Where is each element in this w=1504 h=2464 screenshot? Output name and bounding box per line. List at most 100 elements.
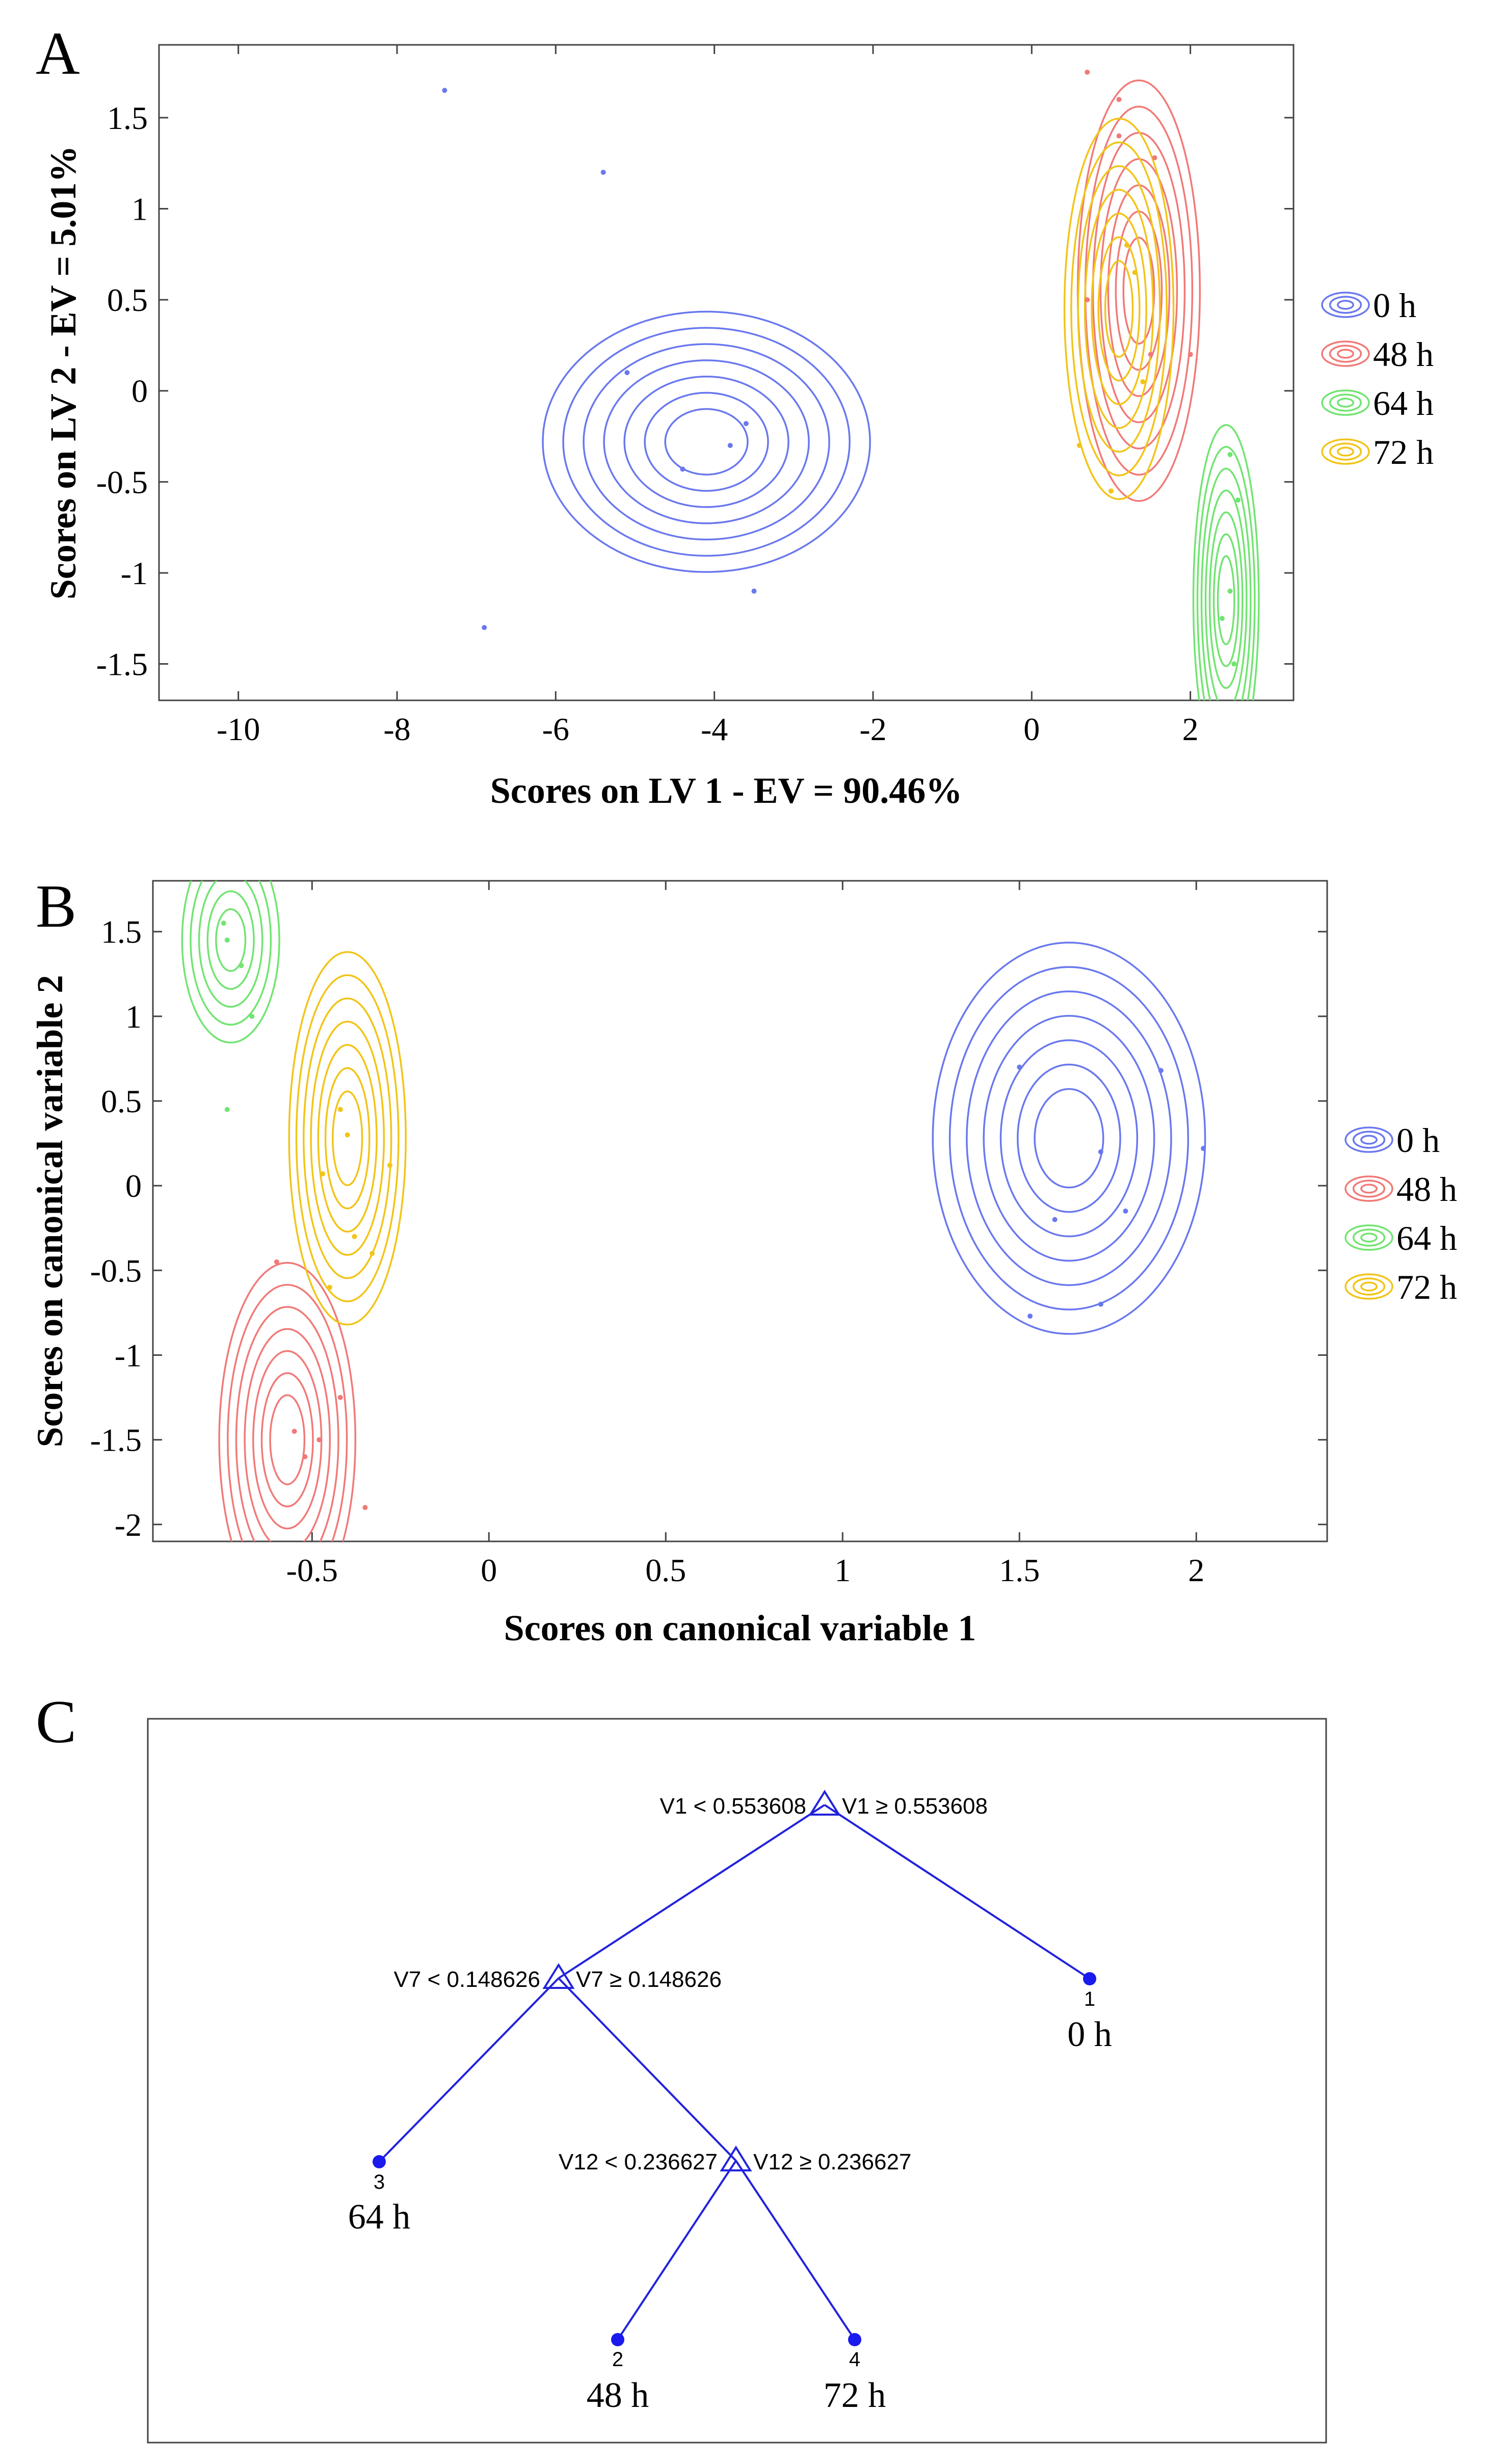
point-48h-3 <box>362 1505 368 1510</box>
leaf-dot <box>848 2333 861 2346</box>
leaf-l2-index: 2 <box>612 2348 623 2371</box>
point-48h-1 <box>1116 97 1122 102</box>
contour-72h-level-6 <box>1070 141 1168 477</box>
contour-64h-level-7 <box>1192 424 1260 700</box>
point-72h-0 <box>337 1107 343 1112</box>
point-0h-3 <box>727 442 733 448</box>
edge-n1-n2 <box>558 1804 826 1979</box>
leaf-l3-class: 64 h <box>348 2197 411 2237</box>
contour-72h-level-5 <box>302 997 392 1279</box>
point-48h-5 <box>274 1259 279 1265</box>
point-0h-1 <box>1098 1149 1103 1155</box>
point-72h-3 <box>387 1163 392 1168</box>
contour-72h-level-3 <box>1091 213 1147 405</box>
contour-0h-level-3 <box>623 375 789 508</box>
leaf-dot <box>611 2333 624 2346</box>
contour-64h-level-6 <box>1196 445 1256 700</box>
edge-n3-l4 <box>735 2160 856 2341</box>
legend-entry-64h: 64 h <box>1344 1219 1457 1257</box>
point-72h-4 <box>370 1251 375 1256</box>
x-tick-label: -4 <box>701 711 728 747</box>
point-0h-3 <box>1123 1209 1128 1214</box>
tree-node-n2: V7 < 0.148626 V7 ≥ 0.148626 <box>394 1963 722 1992</box>
panel-a-contours <box>542 79 1260 700</box>
node-n3-left-rule: V12 < 0.236627 <box>559 2150 718 2174</box>
contour-72h-level-6 <box>295 974 400 1302</box>
contour-48h-level-6 <box>227 1283 348 1541</box>
point-0h-7 <box>442 88 447 93</box>
node-n1-right-rule: V1 ≥ 0.553608 <box>842 1794 988 1819</box>
point-48h-2 <box>337 1395 343 1400</box>
edge-n2-n3 <box>558 1977 737 2162</box>
node-n1-left-rule: V1 < 0.553608 <box>660 1794 806 1819</box>
contour-64h-level-5 <box>181 881 280 1044</box>
point-0h-5 <box>1027 1314 1033 1319</box>
point-72h-0 <box>1124 242 1130 248</box>
panel-a: A -10 -8 -6 -4 -2 0 2 -1.5 -1 -0.5 0 0.5 1 1.5 Score… <box>36 19 1434 811</box>
tree-leaf-l2: 2 48 h <box>587 2333 649 2415</box>
split-node-triangle <box>720 2145 752 2171</box>
leaf-dot <box>373 2155 386 2168</box>
leaf-l3-index: 3 <box>374 2171 385 2193</box>
contour-72h-level-7 <box>1063 117 1175 501</box>
contour-72h-level-7 <box>288 951 407 1326</box>
node-n3-right-rule: V12 ≥ 0.236627 <box>753 2150 911 2174</box>
x-tick-label: 1.5 <box>999 1552 1040 1588</box>
contour-0h-level-7 <box>542 310 871 573</box>
legend-label: 0 h <box>1396 1121 1440 1160</box>
split-node-triangle <box>542 1963 575 1989</box>
point-48h-3 <box>1152 155 1157 161</box>
tree-node-n3: V12 < 0.236627 V12 ≥ 0.236627 <box>559 2145 911 2174</box>
leaf-l2-class: 48 h <box>587 2376 649 2415</box>
panel-b-x-ticks: -0.5 0 0.5 1 1.5 2 <box>286 881 1204 1588</box>
tree-node-n1: V1 < 0.553608 V1 ≥ 0.553608 <box>660 1790 988 1819</box>
node-n2-right-rule: V7 ≥ 0.148626 <box>576 1967 722 1992</box>
x-tick-label: -10 <box>217 711 260 747</box>
point-72h-4 <box>1140 379 1146 384</box>
point-0h-6 <box>1158 1068 1164 1073</box>
y-tick-label: -1 <box>121 555 148 591</box>
edge-n2-l3 <box>378 1977 560 2163</box>
panel-c: C V1 < 0.553608 V1 ≥ 0.553608 V7 < 0.148… <box>36 1688 1327 2444</box>
contour-64h-level-3 <box>198 881 263 1008</box>
contour-64h-level-3 <box>1208 511 1244 689</box>
legend-entry-48h: 48 h <box>1344 1170 1457 1209</box>
point-48h-4 <box>316 1437 322 1443</box>
point-64h-1 <box>1235 497 1241 503</box>
leaf-l4-class: 72 h <box>824 2376 886 2415</box>
tree-leaf-l4: 4 72 h <box>824 2333 886 2415</box>
point-72h-2 <box>1076 442 1082 448</box>
point-0h-2 <box>1052 1217 1058 1222</box>
contour-0h-level-7 <box>932 941 1206 1335</box>
contour-48h-level-2 <box>260 1372 314 1508</box>
panel-a-points <box>442 69 1241 667</box>
point-64h-4 <box>221 921 226 926</box>
contour-0h-level-3 <box>999 1039 1139 1238</box>
contour-48h-level-4 <box>244 1328 331 1541</box>
contour-48h-level-7 <box>218 1262 357 1541</box>
point-64h-4 <box>1231 661 1237 667</box>
point-64h-2 <box>1227 588 1233 594</box>
leaf-l4-index: 4 <box>849 2348 860 2371</box>
contour-0h-level-2 <box>1017 1063 1121 1213</box>
leaf-l1-index: 1 <box>1084 1988 1095 2010</box>
contour-0h-level-6 <box>562 327 851 557</box>
point-64h-2 <box>224 1107 230 1112</box>
contour-64h-level-1 <box>215 908 247 972</box>
leaf-l1-class: 0 h <box>1067 2015 1112 2054</box>
contour-0h-level-6 <box>948 966 1190 1310</box>
tree-edges <box>378 1804 1091 2341</box>
contour-72h-level-2 <box>324 1067 371 1210</box>
point-64h-0 <box>224 937 230 943</box>
legend-entry-72h: 72 h <box>1321 433 1434 471</box>
y-tick-label: -1.5 <box>96 646 148 683</box>
contour-48h-level-5 <box>235 1306 339 1541</box>
contour-72h-level-3 <box>317 1044 378 1233</box>
point-48h-2 <box>1116 133 1122 139</box>
point-48h-1 <box>302 1454 308 1459</box>
point-0h-4 <box>482 625 487 631</box>
point-0h-0 <box>1017 1064 1022 1070</box>
y-tick-label: 0.5 <box>107 282 148 318</box>
legend-label: 72 h <box>1396 1268 1457 1306</box>
